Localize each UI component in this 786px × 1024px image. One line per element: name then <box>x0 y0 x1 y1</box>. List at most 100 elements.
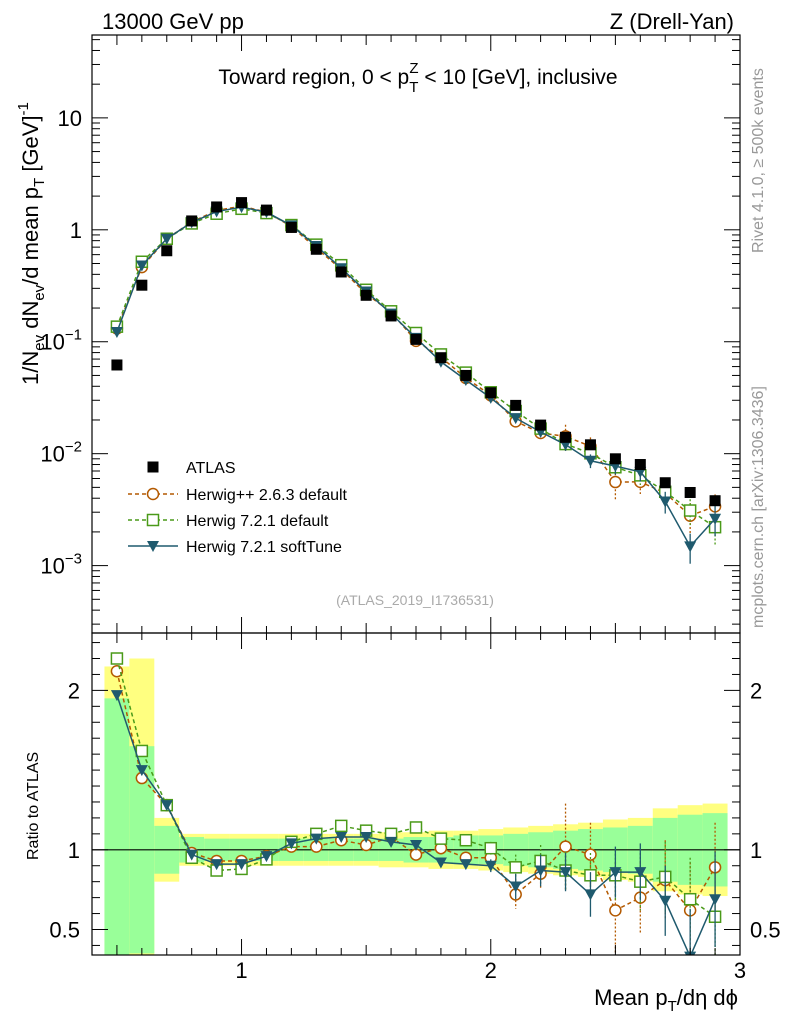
ratio-y-tick-label: 1 <box>68 838 80 863</box>
main-point-atlas <box>460 369 472 381</box>
main-point-herwigpp <box>609 475 622 489</box>
main-y-tick-label: 10−1 <box>40 327 82 355</box>
analysis-watermark: (ATLAS_2019_I1736531) <box>336 592 494 608</box>
ratio-y-tick-label-right: 0.5 <box>750 917 781 942</box>
plot-title-prefix: Toward region, 0 < p <box>218 66 409 89</box>
ratio-point-herwigpp <box>559 840 572 853</box>
ratio-y-axis-title: Ratio to ATLAS <box>25 752 42 860</box>
x-tick-label: 3 <box>734 958 746 983</box>
plot-title: Toward region, 0 < pTZ < 10 [GeV], inclu… <box>218 60 617 96</box>
plot-title-suffix: < 10 [GeV], inclusive <box>419 66 618 89</box>
ratio-point-softtune <box>135 765 148 777</box>
ratio-point-softtune <box>260 851 273 863</box>
ratio-point-herwig721 <box>110 652 124 665</box>
ratio-point-softtune <box>235 859 248 871</box>
header-left: 13000 GeV pp <box>102 9 244 34</box>
ratio-line-herwig721 <box>116 658 716 918</box>
ratio-point-softtune <box>484 860 497 872</box>
main-point-atlas <box>584 439 596 451</box>
main-y-tick-label: 10 <box>58 106 82 131</box>
ratio-point-herwig721 <box>459 833 473 847</box>
ratio-panel-series <box>110 652 722 955</box>
x-tick-label: 1 <box>235 958 247 983</box>
ratio-y-tick-label-right: 1 <box>750 838 762 863</box>
main-point-atlas <box>634 459 646 471</box>
ratio-point-softtune <box>434 857 447 869</box>
main-point-atlas <box>709 495 721 507</box>
ratio-y-tick-label-right: 2 <box>750 678 762 703</box>
x-tick-labels: 1 2 3 <box>235 958 746 983</box>
legend-marker-atlas <box>147 461 159 473</box>
ratio-y-tick-label: 0.5 <box>49 917 80 942</box>
main-point-atlas <box>136 279 148 291</box>
rivet-label: Rivet 4.1.0, ≥ 500k events <box>750 68 767 253</box>
main-point-atlas <box>659 477 671 489</box>
ratio-point-herwig721 <box>334 819 348 833</box>
ratio-point-softtune <box>559 867 572 879</box>
main-line-herwig721 <box>116 208 716 528</box>
main-point-atlas <box>186 215 198 227</box>
ratio-point-herwig721 <box>509 861 522 874</box>
ratio-point-softtune <box>609 867 622 879</box>
main-y-axis-title: 1/Nev dNev/d mean pT [GeV]-1 <box>15 102 48 385</box>
legend-label-herwigpp: Herwig++ 2.6.3 default <box>186 487 348 504</box>
ratio-y-tick-labels: 0.5 0.5 1 1 2 2 <box>49 678 780 942</box>
main-y-tick-label: 10−2 <box>40 439 82 467</box>
x-tick-label: 2 <box>485 958 497 983</box>
main-y-tick-label: 1 <box>70 218 82 243</box>
plot-title-sup: Z <box>409 60 418 77</box>
main-point-atlas <box>485 387 497 399</box>
ratio-point-herwigpp <box>609 904 622 917</box>
main-point-atlas <box>385 310 397 322</box>
ratio-point-softtune <box>509 881 522 893</box>
ratio-point-softtune <box>310 833 323 845</box>
plot-title-sub: T <box>409 79 418 96</box>
axis-ticks <box>91 35 741 955</box>
ratio-point-softtune <box>160 800 173 812</box>
main-point-atlas <box>260 204 272 216</box>
legend-label-herwig721: Herwig 7.2.1 default <box>186 513 329 530</box>
main-point-atlas <box>535 419 547 431</box>
main-point-softtune <box>684 541 697 553</box>
ratio-point-softtune <box>385 836 398 848</box>
main-point-herwig721 <box>683 504 697 517</box>
legend-marker-herwig721 <box>146 513 160 527</box>
main-point-softtune <box>659 496 672 508</box>
main-point-atlas <box>510 399 522 411</box>
ratio-point-softtune <box>659 895 672 907</box>
main-point-atlas <box>609 453 621 465</box>
main-point-atlas <box>410 333 422 345</box>
main-point-atlas <box>560 431 572 443</box>
ratio-point-softtune <box>335 832 348 844</box>
ratio-point-softtune <box>584 889 597 901</box>
main-point-atlas <box>211 201 223 213</box>
main-point-atlas <box>285 221 297 233</box>
legend-marker-softtune <box>147 541 159 552</box>
main-point-softtune <box>135 260 148 272</box>
ratio-panel-frame <box>91 632 741 956</box>
ratio-point-softtune <box>634 867 647 879</box>
mcplots-label: mcplots.cern.ch [arXiv:1306.3436] <box>750 386 767 628</box>
ratio-point-softtune <box>709 894 722 906</box>
legend: ATLAS Herwig++ 2.6.3 default Herwig 7.2.1 … <box>128 460 348 556</box>
ratio-point-softtune <box>185 849 198 861</box>
main-point-atlas <box>111 359 123 371</box>
ratio-y-tick-label: 2 <box>68 678 80 703</box>
ratio-point-softtune <box>285 838 298 850</box>
legend-label-softtune: Herwig 7.2.1 softTune <box>186 539 342 556</box>
main-point-softtune <box>110 327 123 339</box>
main-point-softtune <box>509 413 522 425</box>
main-point-atlas <box>360 289 372 301</box>
ratio-point-softtune <box>110 690 123 702</box>
main-y-tick-label: 10−3 <box>40 551 82 579</box>
main-point-softtune <box>160 233 173 245</box>
x-axis-title: Mean pT/dη dϕ <box>594 985 738 1015</box>
main-point-atlas <box>335 266 347 278</box>
main-point-atlas <box>236 197 248 209</box>
ratio-point-herwig721 <box>484 841 498 855</box>
ratio-point-herwig721 <box>683 892 697 906</box>
main-point-atlas <box>161 245 173 257</box>
ratio-point-herwig721 <box>135 744 149 758</box>
ratio-point-herwig721 <box>409 821 423 834</box>
